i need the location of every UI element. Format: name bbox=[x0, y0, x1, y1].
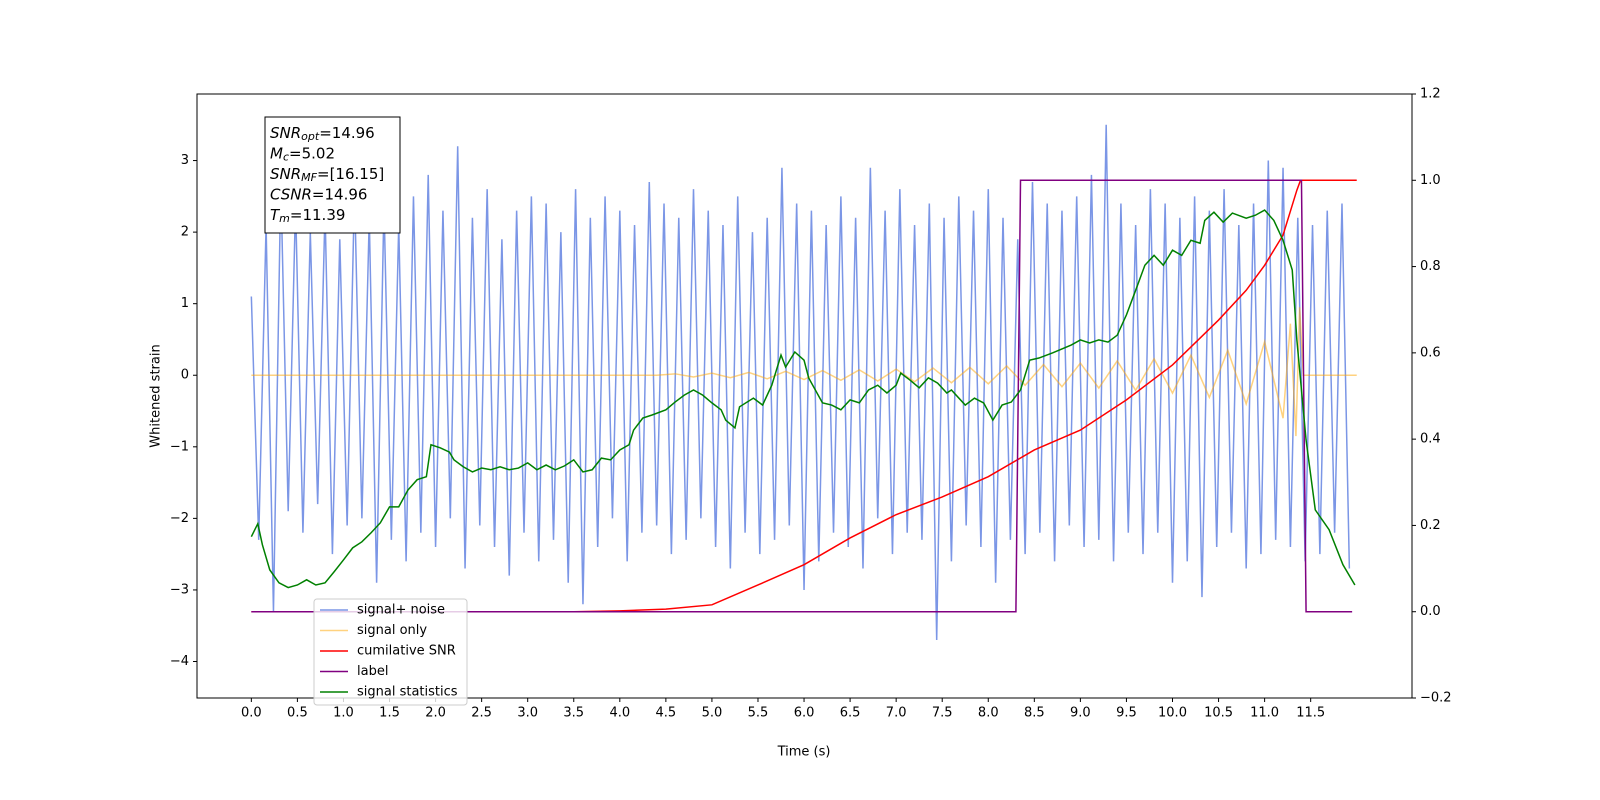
y2-tick-label: 0.6 bbox=[1420, 345, 1441, 360]
annotation-subscript: m bbox=[279, 212, 290, 225]
annotation-subscript: MF bbox=[301, 171, 317, 184]
annotation-value: =[16.15] bbox=[317, 165, 384, 183]
y-tick-label: −1 bbox=[170, 439, 189, 454]
x-tick-label: 5.5 bbox=[748, 706, 769, 721]
annotation-value: =5.02 bbox=[289, 144, 335, 162]
annotation-value: =11.39 bbox=[290, 206, 346, 224]
x-tick-label: 9.5 bbox=[1116, 706, 1137, 721]
x-tick-label: 0.5 bbox=[287, 706, 308, 721]
y2-tick-label: 0.2 bbox=[1420, 518, 1441, 533]
annotation-box: SNRopt=14.96Mc=5.02SNRMF=[16.15]CSNR=14.… bbox=[264, 116, 401, 234]
x-tick-label: 6.5 bbox=[840, 706, 861, 721]
y2-tick-label: 1.2 bbox=[1420, 87, 1441, 102]
y-tick-label: −2 bbox=[170, 511, 189, 526]
annotation-frame bbox=[264, 116, 401, 234]
annotation-line: SNRopt=14.96 bbox=[270, 124, 375, 144]
y-tick-label: 3 bbox=[181, 153, 189, 168]
x-tick-label: 2.5 bbox=[471, 706, 492, 721]
y2-tick-label: 0.4 bbox=[1420, 432, 1441, 447]
series-line bbox=[251, 179, 1353, 613]
legend: signal+ noise signal only cumilative SNR la… bbox=[313, 598, 468, 706]
x-tick-label: 0.0 bbox=[241, 706, 262, 721]
x-tick-label: 4.0 bbox=[609, 706, 630, 721]
annotation-line: CSNR=14.96 bbox=[270, 185, 367, 203]
legend-label: signal only bbox=[357, 623, 427, 638]
x-axis-label: Time (s) bbox=[777, 745, 831, 760]
y2-tick-label: 0.0 bbox=[1420, 604, 1441, 619]
x-tick-label: 3.5 bbox=[563, 706, 584, 721]
series-line bbox=[251, 179, 1357, 613]
series-line bbox=[251, 307, 1357, 437]
x-tick-label: 6.0 bbox=[794, 706, 815, 721]
plot-frame bbox=[196, 93, 1413, 699]
x-tick-label: 4.5 bbox=[656, 706, 677, 721]
legend-frame bbox=[313, 598, 468, 706]
y-tick-label: −3 bbox=[170, 582, 189, 597]
x-tick-label: 3.0 bbox=[517, 706, 538, 721]
annotation-symbol: CSNR bbox=[270, 185, 312, 203]
annotation-line: Mc=5.02 bbox=[270, 144, 335, 164]
x-tick-label: 10.0 bbox=[1158, 706, 1187, 721]
x-tick-label: 11.0 bbox=[1250, 706, 1279, 721]
legend-label: signal+ noise bbox=[357, 603, 445, 618]
legend-label: cumilative SNR bbox=[357, 644, 456, 659]
x-tick-label: 1.5 bbox=[379, 706, 400, 721]
annotation-subscript: c bbox=[283, 151, 289, 164]
y-tick-label: 1 bbox=[181, 296, 189, 311]
annotation-line: Tm=11.39 bbox=[270, 206, 345, 226]
annotation-line: SNRMF=[16.15] bbox=[270, 165, 384, 185]
y-tick-label: 0 bbox=[181, 368, 189, 383]
legend-label: signal statistics bbox=[357, 685, 458, 700]
series-line bbox=[250, 209, 1356, 589]
y-tick-label: 2 bbox=[181, 225, 189, 240]
legend-label: label bbox=[357, 664, 388, 679]
y2-tick-label: 0.8 bbox=[1420, 259, 1441, 274]
annotation-symbol: SNR bbox=[270, 124, 301, 142]
x-tick-label: 8.5 bbox=[1024, 706, 1045, 721]
annotation-symbol: M bbox=[270, 144, 283, 162]
x-tick-label: 7.5 bbox=[932, 706, 953, 721]
x-tick-label: 2.0 bbox=[425, 706, 446, 721]
x-tick-label: 1.0 bbox=[333, 706, 354, 721]
y-axis-label: Whitened strain bbox=[149, 344, 164, 447]
x-tick-label: 10.5 bbox=[1204, 706, 1233, 721]
x-tick-label: 7.0 bbox=[886, 706, 907, 721]
y-tick-label: −4 bbox=[170, 654, 189, 669]
annotation-value: =14.96 bbox=[319, 124, 375, 142]
x-tick-label: 8.0 bbox=[978, 706, 999, 721]
series-line bbox=[250, 124, 1351, 641]
x-tick-label: 9.0 bbox=[1070, 706, 1091, 721]
annotation-symbol: T bbox=[270, 206, 281, 224]
x-tick-label: 11.5 bbox=[1296, 706, 1325, 721]
annotation-symbol: SNR bbox=[270, 165, 301, 183]
annotation-value: =14.96 bbox=[312, 185, 368, 203]
annotation-subscript: opt bbox=[301, 130, 320, 143]
y2-tick-label: 1.0 bbox=[1420, 173, 1441, 188]
x-tick-label: 5.0 bbox=[702, 706, 723, 721]
y2-tick-label: −0.2 bbox=[1420, 691, 1452, 706]
